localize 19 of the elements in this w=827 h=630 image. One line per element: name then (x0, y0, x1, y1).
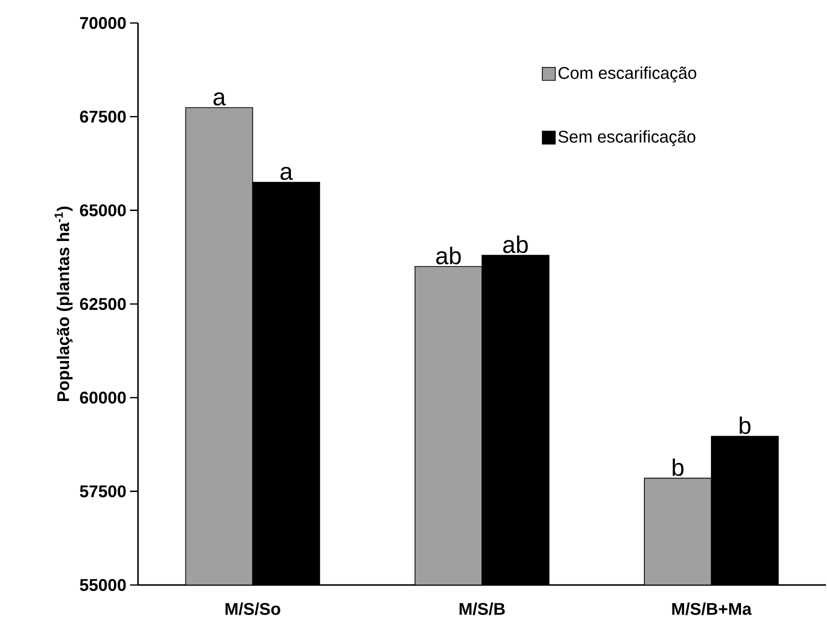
x-tick-label: M/S/So (226, 602, 280, 616)
x-tick-label: M/S/B+Ma (672, 602, 752, 616)
y-tick-label: 62500 (80, 298, 126, 310)
data-label: a (280, 166, 293, 180)
legend-label: Com escarificação (558, 66, 696, 82)
y-tick-label: 67500 (80, 110, 126, 123)
y-tick-label: 60000 (80, 392, 126, 404)
data-label: ab (503, 236, 528, 254)
y-tick-label: 55000 (80, 578, 126, 591)
y-tick-label: 57500 (80, 485, 126, 498)
data-label: a (214, 92, 226, 106)
y-tick-label: 65000 (80, 204, 126, 216)
legend-label: Sem escarificação (558, 130, 696, 146)
y-axis-title: População (plantas ha$^{-1}$) (54, 206, 73, 402)
x-tick-label: M/S/B (460, 602, 505, 616)
data-label: ab (436, 246, 461, 264)
data-label: b (672, 458, 684, 476)
data-label: b (740, 416, 750, 434)
y-tick-label: 70000 (80, 16, 126, 29)
